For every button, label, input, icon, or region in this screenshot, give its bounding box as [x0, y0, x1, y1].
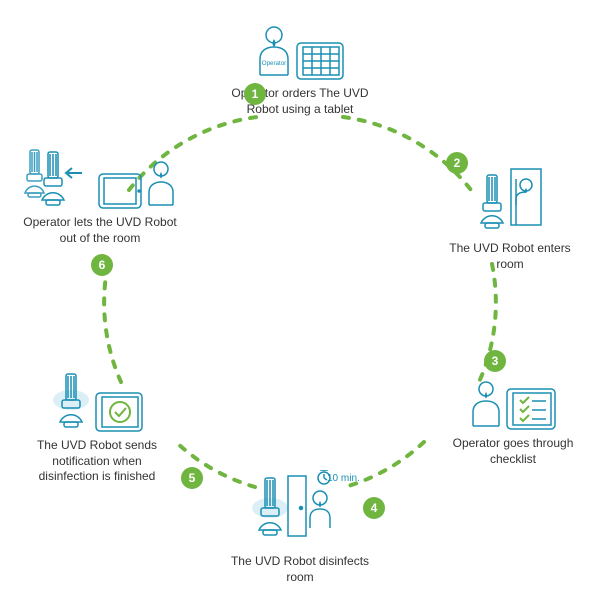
- step-3-badge: 3: [484, 350, 506, 372]
- step-2-number: 2: [454, 156, 461, 170]
- step-5-badge: 5: [181, 467, 203, 489]
- step-6-icon: [15, 145, 185, 209]
- step-2-icon: [440, 165, 580, 235]
- step-3-label: Operator goes through checklist: [438, 436, 588, 467]
- step-2-badge: 2: [446, 152, 468, 174]
- step-4-number: 4: [371, 501, 378, 515]
- step-4-label: The UVD Robot disinfects room: [225, 554, 375, 585]
- tablet-checklist-icon: [506, 388, 556, 430]
- operator-caption: Operator: [262, 60, 286, 67]
- step-3: Operator goes through checklist: [438, 370, 588, 467]
- robot-glow-icon: [51, 370, 91, 432]
- step-4-badge: 4: [363, 497, 385, 519]
- step-3-icon: [438, 370, 588, 430]
- step-3-number: 3: [492, 354, 499, 368]
- step-1-icon: Operator: [225, 20, 375, 80]
- step-5-number: 5: [189, 471, 196, 485]
- step-4-icon: 10 min.: [225, 470, 375, 548]
- step-2-label: The UVD Robot enters room: [440, 241, 580, 272]
- tablet-grid-icon: [296, 42, 344, 80]
- step-6-number: 6: [99, 258, 106, 272]
- operator-small2-icon: [146, 161, 176, 209]
- step-6-badge: 6: [91, 254, 113, 276]
- operator-small-icon: [470, 380, 502, 430]
- step-6: Operator lets the UVD Robot out of the r…: [15, 145, 185, 246]
- step-1-number: 1: [252, 87, 259, 101]
- step-6-label: Operator lets the UVD Robot out of the r…: [15, 215, 185, 246]
- operator-icon: Operator: [256, 25, 292, 80]
- tablet-plain-icon: [98, 173, 142, 209]
- timer-label: 10 min.: [327, 473, 360, 484]
- step-4: 10 min. The UVD Robot disinfects room: [225, 470, 375, 585]
- tablet-check-icon: [95, 392, 143, 432]
- step-2: The UVD Robot enters room: [440, 165, 580, 272]
- robot-enters-door-icon: [475, 165, 545, 235]
- two-robots-icon: [24, 145, 94, 209]
- step-5: The UVD Robot sends notification when di…: [22, 370, 172, 485]
- step-5-icon: [22, 370, 172, 432]
- step-5-label: The UVD Robot sends notification when di…: [22, 438, 172, 485]
- step-1-badge: 1: [244, 83, 266, 105]
